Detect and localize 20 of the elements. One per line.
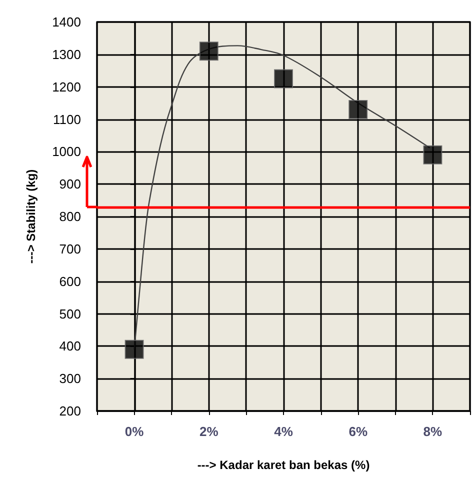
y-tick-label: 1300: [52, 46, 81, 62]
y-tick-label: 200: [59, 404, 81, 418]
y-tick-label: 300: [59, 371, 81, 386]
x-axis-title: ---> Kadar karet ban bekas (%): [197, 458, 370, 472]
y-tick-label: 900: [59, 176, 81, 192]
y-tick-label: 400: [59, 338, 81, 354]
y-tick-label: 800: [59, 209, 81, 224]
x-tick-label: 8%: [423, 424, 443, 439]
y-tick-label: 700: [59, 241, 81, 256]
y-tick-label: 1400: [52, 14, 81, 30]
y-tick-label: 600: [59, 274, 81, 289]
y-tick-label: 1200: [52, 79, 81, 94]
y-axis-title: ---> Stability (kg): [24, 169, 38, 264]
x-tick-label: 4%: [274, 424, 294, 439]
y-tick-label: 1100: [53, 112, 81, 127]
y-tick-label: 1000: [52, 144, 81, 160]
x-tick-label: 2%: [200, 424, 219, 439]
x-tick-label: 0%: [124, 424, 144, 439]
y-tick-label: 500: [59, 306, 81, 322]
x-tick-label: 6%: [348, 424, 368, 439]
